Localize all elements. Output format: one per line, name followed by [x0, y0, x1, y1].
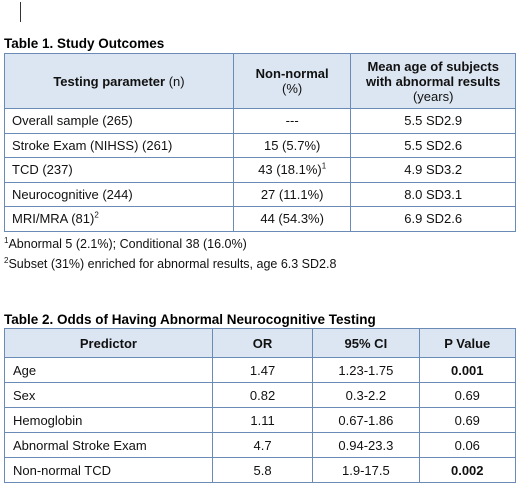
cell-predictor: Abnormal Stroke Exam [4, 432, 213, 458]
cell-p-value: 0.001 [418, 357, 517, 383]
table1-footnote-2: 2Subset (31%) enriched for abnormal resu… [4, 255, 337, 271]
cell-predictor: Age [4, 357, 213, 383]
table1-caption: Table 1. Study Outcomes [4, 36, 165, 51]
cell-or: 1.11 [211, 407, 314, 433]
table-row: Non-normal TCD 5.8 1.9-17.5 0.002 [4, 457, 517, 483]
cell-non-normal: 15 (5.7%) [232, 132, 352, 158]
cell-testing-parameter: Stroke Exam (NIHSS) (261) [4, 132, 234, 158]
cell-p-value: 0.002 [418, 457, 517, 483]
table-row: Abnormal Stroke Exam 4.7 0.94-23.3 0.06 [4, 432, 517, 458]
table-row: TCD (237) 43 (18.1%)1 4.9 SD3.2 [4, 157, 516, 183]
cell-mean-age: 5.5 SD2.6 [350, 132, 516, 158]
table-row: Hemoglobin 1.11 0.67-1.86 0.69 [4, 407, 517, 433]
cell-testing-parameter: MRI/MRA (81)2 [4, 206, 234, 232]
cell-testing-parameter: Overall sample (265) [4, 108, 234, 134]
cell-p-value: 0.06 [418, 432, 517, 458]
cell-mean-age: 5.5 SD2.9 [350, 108, 516, 134]
header-ci: 95% CI [312, 328, 420, 358]
text-cursor [20, 2, 21, 22]
cell-mean-age: 8.0 SD3.1 [350, 181, 516, 207]
header-predictor: Predictor [4, 328, 213, 358]
header-non-normal: Non-normal (%) [232, 53, 352, 109]
header-p-value: P Value [418, 328, 517, 358]
cell-predictor: Hemoglobin [4, 407, 213, 433]
cell-p-value: 0.69 [418, 407, 517, 433]
cell-mean-age: 6.9 SD2.6 [350, 206, 516, 232]
study-outcomes-table: Testing parameter (n) Non-normal (%) Mean… [4, 53, 516, 232]
cell-predictor: Sex [4, 382, 213, 408]
table2-caption: Table 2. Odds of Having Abnormal Neuroco… [4, 312, 376, 327]
cell-or: 0.82 [211, 382, 314, 408]
cell-testing-parameter: Neurocognitive (244) [4, 181, 234, 207]
table-row: Overall sample (265) --- 5.5 SD2.9 [4, 108, 516, 134]
cell-predictor: Non-normal TCD [4, 457, 213, 483]
cell-non-normal: 44 (54.3%) [232, 206, 352, 232]
cell-non-normal: 27 (11.1%) [232, 181, 352, 207]
cell-or: 1.47 [211, 357, 314, 383]
table-row: Neurocognitive (244) 27 (11.1%) 8.0 SD3.1 [4, 181, 516, 207]
header-mean-age: Mean age of subjects with abnormal result… [350, 53, 516, 109]
table1-header-row: Testing parameter (n) Non-normal (%) Mean… [4, 53, 516, 109]
cell-ci: 0.3-2.2 [312, 382, 420, 408]
cell-or: 4.7 [211, 432, 314, 458]
table-row: Age 1.47 1.23-1.75 0.001 [4, 357, 517, 383]
table1-footnote-1: 1Abnormal 5 (2.1%); Conditional 38 (16.0… [4, 235, 247, 251]
cell-non-normal: 43 (18.1%)1 [232, 157, 352, 183]
cell-ci: 1.23-1.75 [312, 357, 420, 383]
cell-ci: 1.9-17.5 [312, 457, 420, 483]
cell-or: 5.8 [211, 457, 314, 483]
table-row: Stroke Exam (NIHSS) (261) 15 (5.7%) 5.5 SD… [4, 132, 516, 158]
table-row: MRI/MRA (81)2 44 (54.3%) 6.9 SD2.6 [4, 206, 516, 232]
header-or: OR [211, 328, 314, 358]
cell-ci: 0.67-1.86 [312, 407, 420, 433]
cell-non-normal: --- [232, 108, 352, 134]
odds-table: Predictor OR 95% CI P Value Age 1.47 1.23-… [4, 328, 517, 483]
cell-testing-parameter: TCD (237) [4, 157, 234, 183]
table2-header-row: Predictor OR 95% CI P Value [4, 328, 517, 358]
table-row: Sex 0.82 0.3-2.2 0.69 [4, 382, 517, 408]
cell-p-value: 0.69 [418, 382, 517, 408]
cell-ci: 0.94-23.3 [312, 432, 420, 458]
cell-mean-age: 4.9 SD3.2 [350, 157, 516, 183]
header-testing-parameter: Testing parameter (n) [4, 53, 234, 109]
